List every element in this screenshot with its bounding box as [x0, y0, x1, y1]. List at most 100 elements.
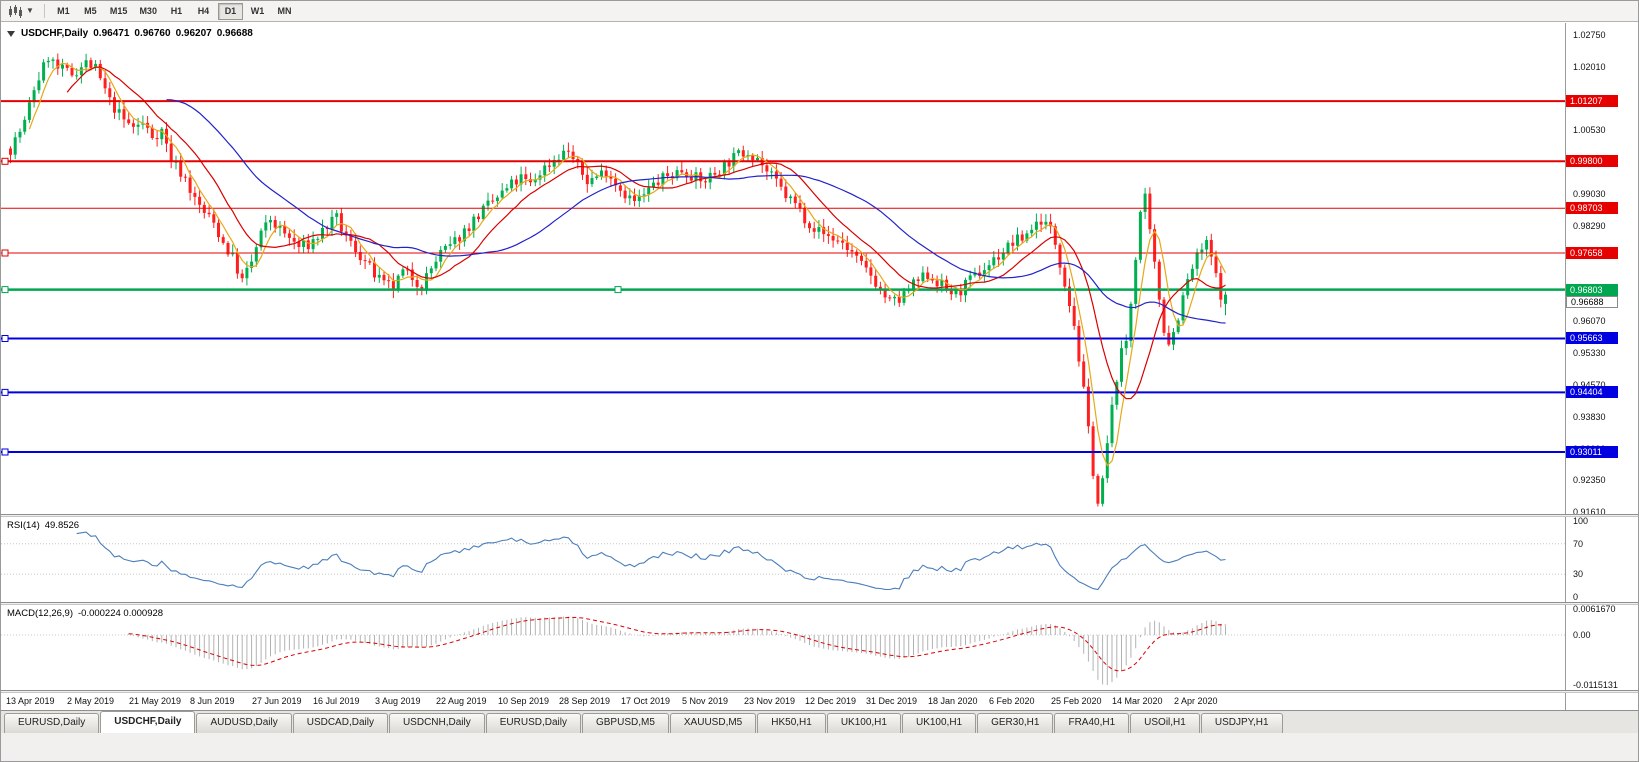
timeframe-m15[interactable]: M15	[105, 3, 133, 20]
hline-handle[interactable]	[1, 286, 9, 294]
timeframe-d1[interactable]: D1	[217, 2, 243, 20]
panel-separator[interactable]	[1, 514, 1638, 517]
candle-body	[949, 290, 953, 295]
tab-usoil-h1[interactable]: USOil,H1	[1130, 713, 1200, 733]
timeframe-h1[interactable]: H1	[164, 3, 189, 20]
candle-body	[614, 178, 618, 186]
candle-body	[410, 269, 414, 280]
candle-body	[751, 155, 755, 161]
candle-body	[817, 227, 821, 232]
candle-body	[330, 216, 334, 229]
price-tick: 0.96070	[1573, 316, 1606, 326]
tab-hk50-h1[interactable]: HK50,H1	[757, 713, 826, 733]
tab-usdcad-daily[interactable]: USDCAD,Daily	[292, 713, 388, 733]
candle-body	[396, 275, 400, 290]
tab-eurusd-daily[interactable]: EURUSD,Daily	[4, 713, 100, 733]
rsi-panel[interactable]: 100 70 30 0 RSI(14) 49.8526	[1, 516, 1638, 602]
timeframe-m1[interactable]: M1	[51, 3, 76, 20]
price-line-tag: 0.98703	[1566, 202, 1618, 214]
candle-body	[226, 243, 230, 255]
macd-chart-canvas[interactable]	[1, 605, 1565, 690]
chart-window[interactable]: 1.02750 1.02010 1.00530 0.99030 0.98290 0.960…	[1, 23, 1638, 710]
tab-fra40-h1[interactable]: FRA40,H1	[1054, 713, 1130, 733]
candle-body	[935, 280, 939, 287]
candle-body	[23, 119, 27, 132]
candle-body	[155, 138, 159, 140]
candle-body	[27, 102, 31, 120]
timeframe-m5[interactable]: M5	[78, 3, 103, 20]
timeframe-h4[interactable]: H4	[191, 3, 216, 20]
candle-body	[495, 197, 499, 201]
candle-body	[89, 60, 93, 68]
price-line-tag: 0.93011	[1566, 446, 1618, 458]
candle-body	[13, 137, 17, 155]
candle-body	[590, 178, 594, 185]
candle-body	[259, 230, 263, 248]
candle-body	[363, 260, 367, 262]
tab-ger30-h1[interactable]: GER30,H1	[977, 713, 1054, 733]
hline-handle[interactable]	[1, 157, 9, 165]
candle-body	[1101, 478, 1105, 504]
price-tick: 0.94570	[1573, 380, 1606, 390]
price-tick: 0.99030	[1573, 189, 1606, 199]
main-price-panel[interactable]: 1.02750 1.02010 1.00530 0.99030 0.98290 0.960…	[1, 23, 1638, 517]
candle-body	[429, 268, 433, 274]
candle-body	[968, 275, 972, 280]
timeframe-w1[interactable]: W1	[245, 3, 270, 20]
panel-separator[interactable]	[1, 602, 1638, 605]
macd-panel[interactable]: 0.0061670 0.00 -0.0115131 MACD(12,26,9) -0…	[1, 604, 1638, 690]
candle-body	[543, 165, 547, 176]
candle-body	[56, 59, 60, 69]
hline-handle[interactable]	[1, 388, 9, 396]
candle-body	[1129, 303, 1133, 341]
candle-body	[600, 170, 603, 177]
tab-eurusd-daily[interactable]: EURUSD,Daily	[485, 713, 581, 733]
candle-body	[1138, 211, 1142, 260]
tab-uk100-h1[interactable]: UK100,H1	[826, 713, 901, 733]
timeframe-buttons: M1 M5 M15 M30 H1 H4 D1 W1 MN	[51, 2, 297, 20]
current-price-tag: 0.96688	[1566, 296, 1618, 308]
timeframe-mn[interactable]: MN	[272, 3, 297, 20]
candle-body	[1200, 249, 1204, 253]
candle-body	[434, 261, 438, 269]
candle-body	[973, 272, 977, 276]
candle-body	[245, 267, 249, 279]
candle-body	[1063, 267, 1067, 287]
date-tick: 8 Jun 2019	[190, 696, 235, 706]
ohlc-low: 0.96207	[175, 28, 212, 39]
tab-xauusd-m5[interactable]: XAUUSD,M5	[669, 713, 757, 733]
candle-body	[836, 240, 840, 242]
tab-usdjpy-h1[interactable]: USDJPY,H1	[1200, 713, 1283, 733]
candle-body	[1181, 295, 1185, 321]
tab-gbpusd-m5[interactable]: GBPUSD,M5	[581, 713, 669, 733]
hline-handle[interactable]	[614, 286, 622, 294]
date-tick: 14 Mar 2020	[1112, 696, 1163, 706]
candle-body	[1082, 361, 1086, 387]
candle-body	[70, 67, 74, 76]
hline-handle[interactable]	[1, 335, 9, 342]
macd-axis: 0.0061670 0.00 -0.0115131	[1565, 604, 1638, 690]
candle-body	[269, 220, 272, 223]
timeframe-m30[interactable]: M30	[134, 3, 162, 20]
candle-body	[349, 235, 353, 241]
tab-uk100-h1[interactable]: UK100,H1	[901, 713, 977, 733]
candle-body	[704, 181, 707, 183]
candle-body	[61, 64, 64, 69]
rsi-chart-canvas[interactable]	[1, 517, 1565, 602]
candle-body	[987, 265, 991, 270]
price-chart-canvas[interactable]	[1, 23, 1565, 514]
candle-body	[604, 170, 608, 177]
hline-handle[interactable]	[1, 448, 9, 456]
dropdown-caret-icon: ▼	[26, 6, 34, 15]
chart-type-button[interactable]: ▼	[4, 3, 38, 20]
candle-body	[1110, 404, 1114, 444]
tab-audusd-daily[interactable]: AUDUSD,Daily	[196, 713, 292, 733]
candle-body	[1205, 240, 1209, 250]
candle-body	[212, 214, 216, 223]
hline-handle[interactable]	[1, 249, 9, 257]
candle-body	[316, 238, 320, 240]
tab-usdcnh-daily[interactable]: USDCNH,Daily	[388, 713, 485, 733]
candle-body	[373, 262, 376, 278]
tab-usdchf-daily[interactable]: USDCHF,Daily	[100, 711, 196, 733]
date-tick: 16 Jul 2019	[313, 696, 360, 706]
